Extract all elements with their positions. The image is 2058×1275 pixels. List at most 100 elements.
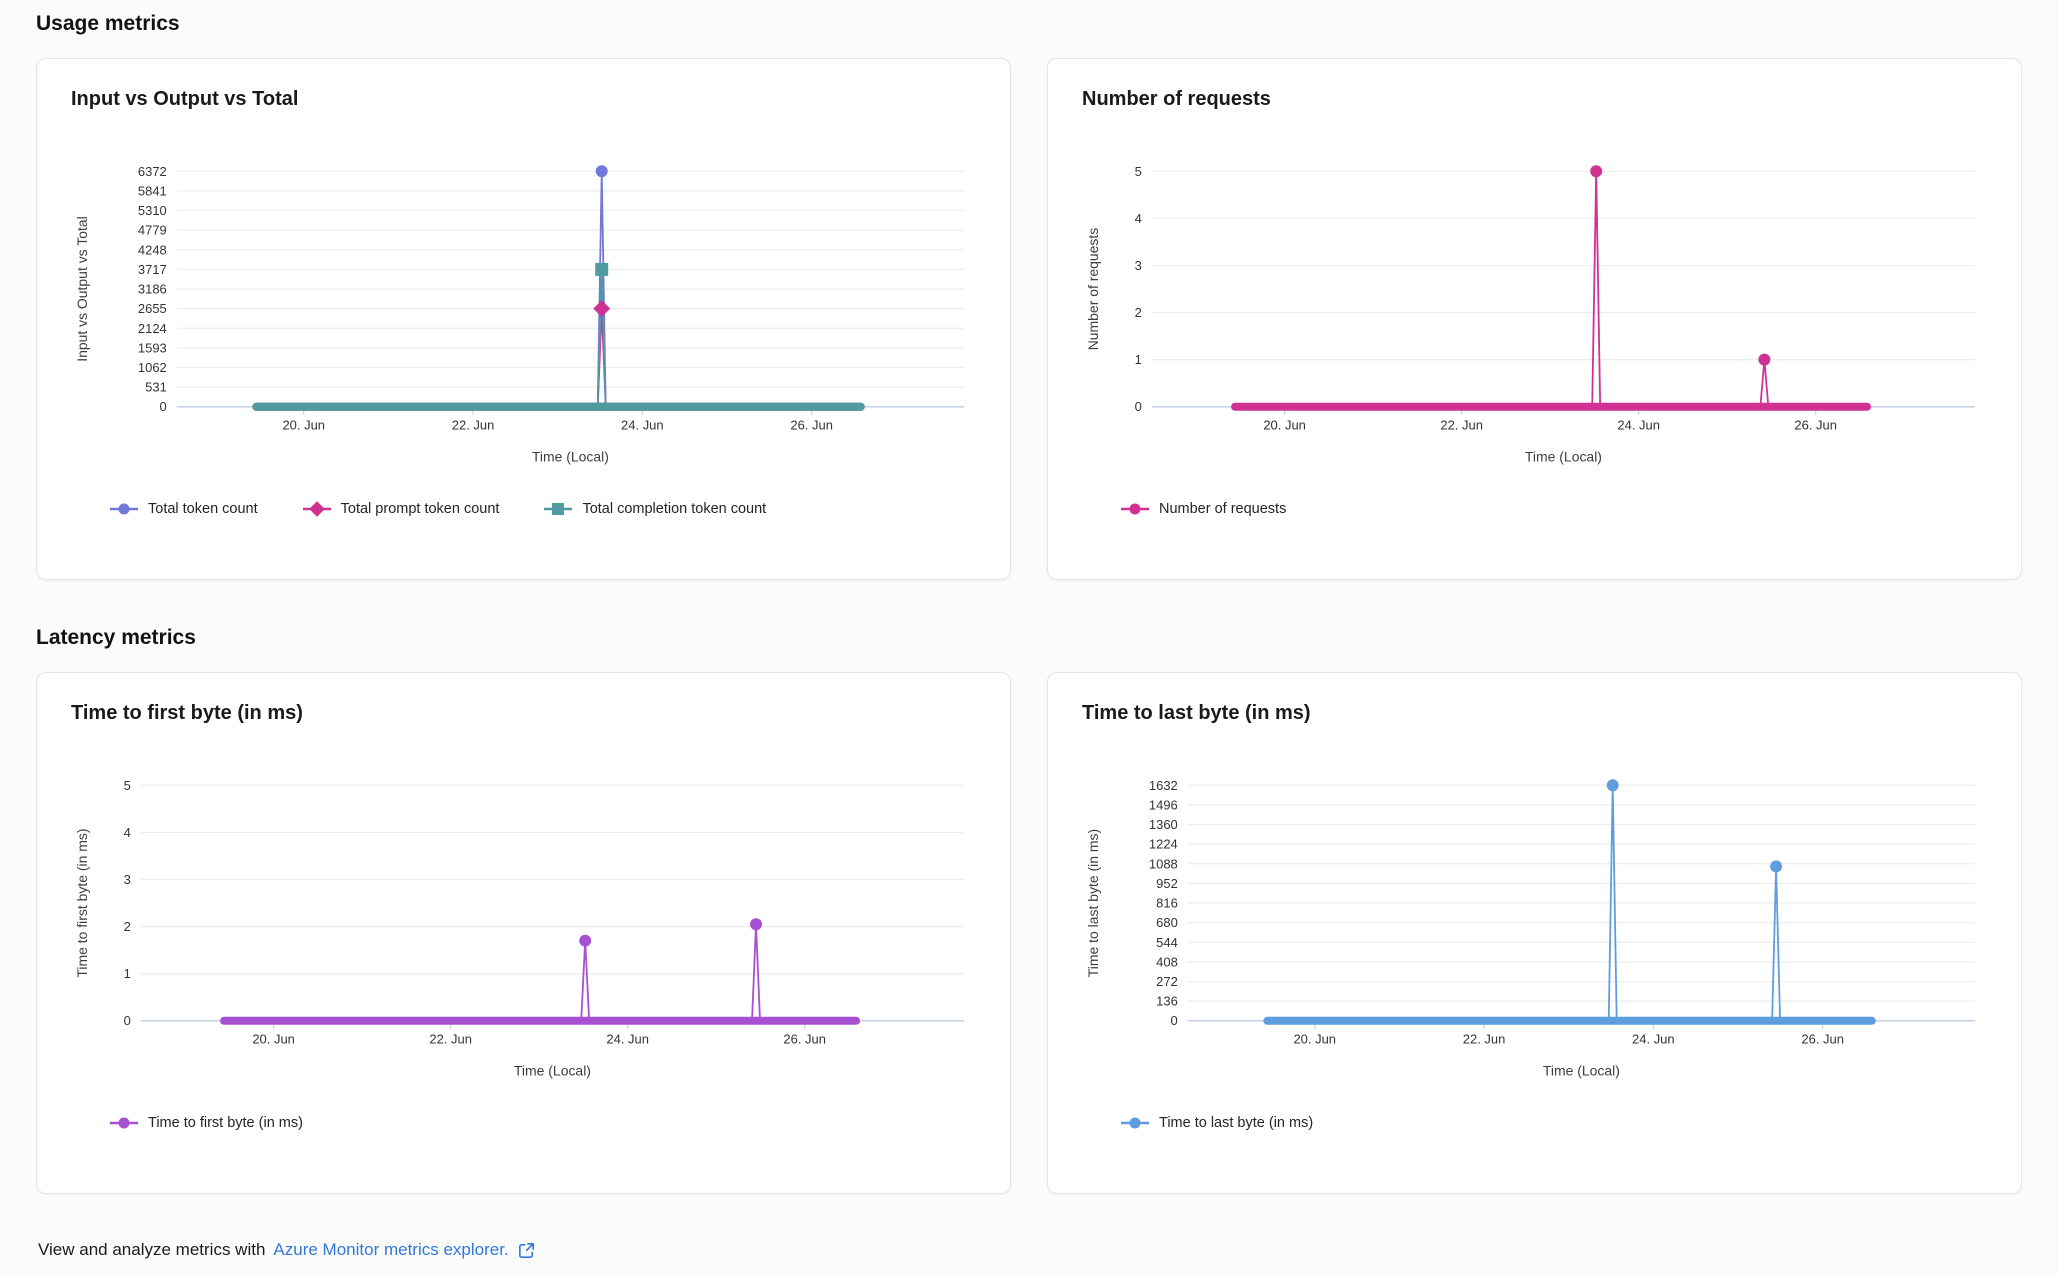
card-number-of-requests: Number of requests 0 1 2 3 4 5 Number of reque… xyxy=(1047,58,2022,580)
svg-text:26. Jun: 26. Jun xyxy=(790,418,833,433)
svg-text:22. Jun: 22. Jun xyxy=(452,418,495,433)
svg-text:0: 0 xyxy=(124,1013,131,1028)
chart-time-to-first-byte: 0 1 2 3 4 5 Time to first byte (in ms) 20. Jun 2… xyxy=(74,778,965,1079)
legend-diamond-marker-icon xyxy=(302,501,331,517)
svg-text:24. Jun: 24. Jun xyxy=(606,1032,649,1047)
y-tick-labels: 0 1 2 3 4 5 xyxy=(124,778,131,1028)
legend-item: Total prompt token count xyxy=(302,501,500,517)
series-spike-lines xyxy=(1591,171,1770,407)
svg-text:680: 680 xyxy=(1156,915,1178,930)
external-link-icon xyxy=(518,1242,534,1258)
svg-text:20. Jun: 20. Jun xyxy=(252,1032,295,1047)
usage-cards-row: Input vs Output vs Total 0 531 1062 1593 212… xyxy=(36,58,2022,580)
legend-label: Total prompt token count xyxy=(340,501,500,517)
y-gridlines xyxy=(1151,170,1976,361)
usage-metrics-heading: Usage metrics xyxy=(36,12,180,35)
svg-text:136: 136 xyxy=(1156,994,1178,1009)
legend-label: Total token count xyxy=(148,501,258,517)
svg-text:2: 2 xyxy=(124,919,131,934)
latency-metrics-heading: Latency metrics xyxy=(36,626,196,649)
svg-text:20. Jun: 20. Jun xyxy=(1293,1032,1336,1047)
svg-text:3: 3 xyxy=(124,872,131,887)
legend-label: Total completion token count xyxy=(582,501,767,517)
chart-title: Input vs Output vs Total xyxy=(71,88,299,110)
svg-text:26. Jun: 26. Jun xyxy=(783,1032,826,1047)
svg-text:1632: 1632 xyxy=(1149,778,1178,793)
series-markers xyxy=(579,918,763,947)
azure-monitor-link[interactable]: Azure Monitor metrics explorer. xyxy=(273,1240,535,1260)
svg-text:1088: 1088 xyxy=(1149,856,1178,871)
svg-text:3186: 3186 xyxy=(138,282,167,297)
svg-text:3: 3 xyxy=(1135,258,1142,273)
series-markers xyxy=(593,165,611,318)
legend-circle-marker-icon xyxy=(110,503,138,515)
svg-text:22. Jun: 22. Jun xyxy=(1463,1032,1506,1047)
y-gridlines xyxy=(176,170,965,388)
footer-note: View and analyze metrics with Azure Moni… xyxy=(36,1240,2022,1260)
svg-text:272: 272 xyxy=(1156,974,1178,989)
svg-text:20. Jun: 20. Jun xyxy=(282,418,325,433)
svg-text:5310: 5310 xyxy=(138,203,167,218)
svg-text:4248: 4248 xyxy=(138,242,167,257)
legend-square-marker-icon xyxy=(544,503,573,515)
svg-text:24. Jun: 24. Jun xyxy=(1632,1032,1675,1047)
svg-text:2: 2 xyxy=(1135,305,1142,320)
y-gridlines xyxy=(140,784,965,975)
legend-label: Time to last byte (in ms) xyxy=(1159,1115,1314,1131)
svg-text:0: 0 xyxy=(1135,399,1142,414)
svg-text:408: 408 xyxy=(1156,954,1178,969)
y-axis-title: Input vs Output vs Total xyxy=(74,216,90,362)
svg-text:1360: 1360 xyxy=(1149,817,1178,832)
legend-item: Time to last byte (in ms) xyxy=(1120,1115,1313,1131)
legend-item: Time to first byte (in ms) xyxy=(109,1115,303,1131)
y-tick-labels: 0 1 2 3 4 5 xyxy=(1135,164,1142,414)
svg-text:0: 0 xyxy=(160,399,167,414)
legend-item: Total token count xyxy=(109,501,258,517)
chart-legend: Time to first byte (in ms) xyxy=(71,1115,976,1131)
chart-number-of-requests: 0 1 2 3 4 5 Number of requests 20. Jun 22. Jun 24… xyxy=(1085,164,1976,465)
footer-prefix-text: View and analyze metrics with xyxy=(38,1240,266,1259)
svg-text:5841: 5841 xyxy=(138,183,167,198)
legend-circle-marker-icon xyxy=(110,1117,138,1129)
series-markers xyxy=(1590,165,1771,366)
svg-text:4: 4 xyxy=(1135,211,1142,226)
svg-text:5: 5 xyxy=(1135,164,1142,179)
svg-text:2655: 2655 xyxy=(138,301,167,316)
card-time-to-last-byte: Time to last byte (in ms) 0 136 272 408 544 6… xyxy=(1047,672,2022,1194)
svg-text:24. Jun: 24. Jun xyxy=(1617,418,1660,433)
chart-title: Number of requests xyxy=(1082,88,1271,110)
legend-circle-marker-icon xyxy=(1121,1117,1149,1129)
chart-input-output-total: 0 531 1062 1593 2124 2655 3186 3717 4248 4779 5310… xyxy=(74,164,965,465)
svg-text:24. Jun: 24. Jun xyxy=(621,418,664,433)
svg-text:0: 0 xyxy=(1171,1013,1178,1028)
svg-text:4: 4 xyxy=(124,825,131,840)
svg-text:544: 544 xyxy=(1156,935,1178,950)
card-input-output-total: Input vs Output vs Total 0 531 1062 1593 212… xyxy=(36,58,1011,580)
legend-circle-marker-icon xyxy=(1121,503,1149,515)
chart-legend: Total token count Total prompt token coun… xyxy=(71,501,976,517)
chart-title: Time to first byte (in ms) xyxy=(71,702,303,724)
svg-text:4779: 4779 xyxy=(138,223,167,238)
y-axis-title: Number of requests xyxy=(1085,228,1101,351)
svg-text:22. Jun: 22. Jun xyxy=(429,1032,472,1047)
svg-text:6372: 6372 xyxy=(138,164,167,179)
svg-text:952: 952 xyxy=(1156,876,1178,891)
y-gridlines xyxy=(1187,784,1976,1002)
svg-text:816: 816 xyxy=(1156,896,1178,911)
legend-label: Time to first byte (in ms) xyxy=(148,1115,303,1131)
legend-item: Total completion token count xyxy=(543,501,766,517)
series-spike-lines xyxy=(596,171,607,407)
svg-text:1: 1 xyxy=(124,966,131,981)
y-axis-title: Time to first byte (in ms) xyxy=(74,828,90,977)
svg-text:531: 531 xyxy=(145,380,167,395)
chart-title: Time to last byte (in ms) xyxy=(1082,702,1311,724)
svg-text:3717: 3717 xyxy=(138,262,167,277)
svg-text:1224: 1224 xyxy=(1149,837,1178,852)
svg-text:22. Jun: 22. Jun xyxy=(1440,418,1483,433)
x-axis-title: Time (Local) xyxy=(532,449,609,465)
x-axis-title: Time (Local) xyxy=(514,1063,591,1079)
svg-text:1496: 1496 xyxy=(1149,797,1178,812)
y-tick-labels: 0 136 272 408 544 680 816 952 1088 1224 1360 1496 16… xyxy=(1149,778,1178,1028)
y-tick-labels: 0 531 1062 1593 2124 2655 3186 3717 4248 4779 5310… xyxy=(138,164,167,414)
